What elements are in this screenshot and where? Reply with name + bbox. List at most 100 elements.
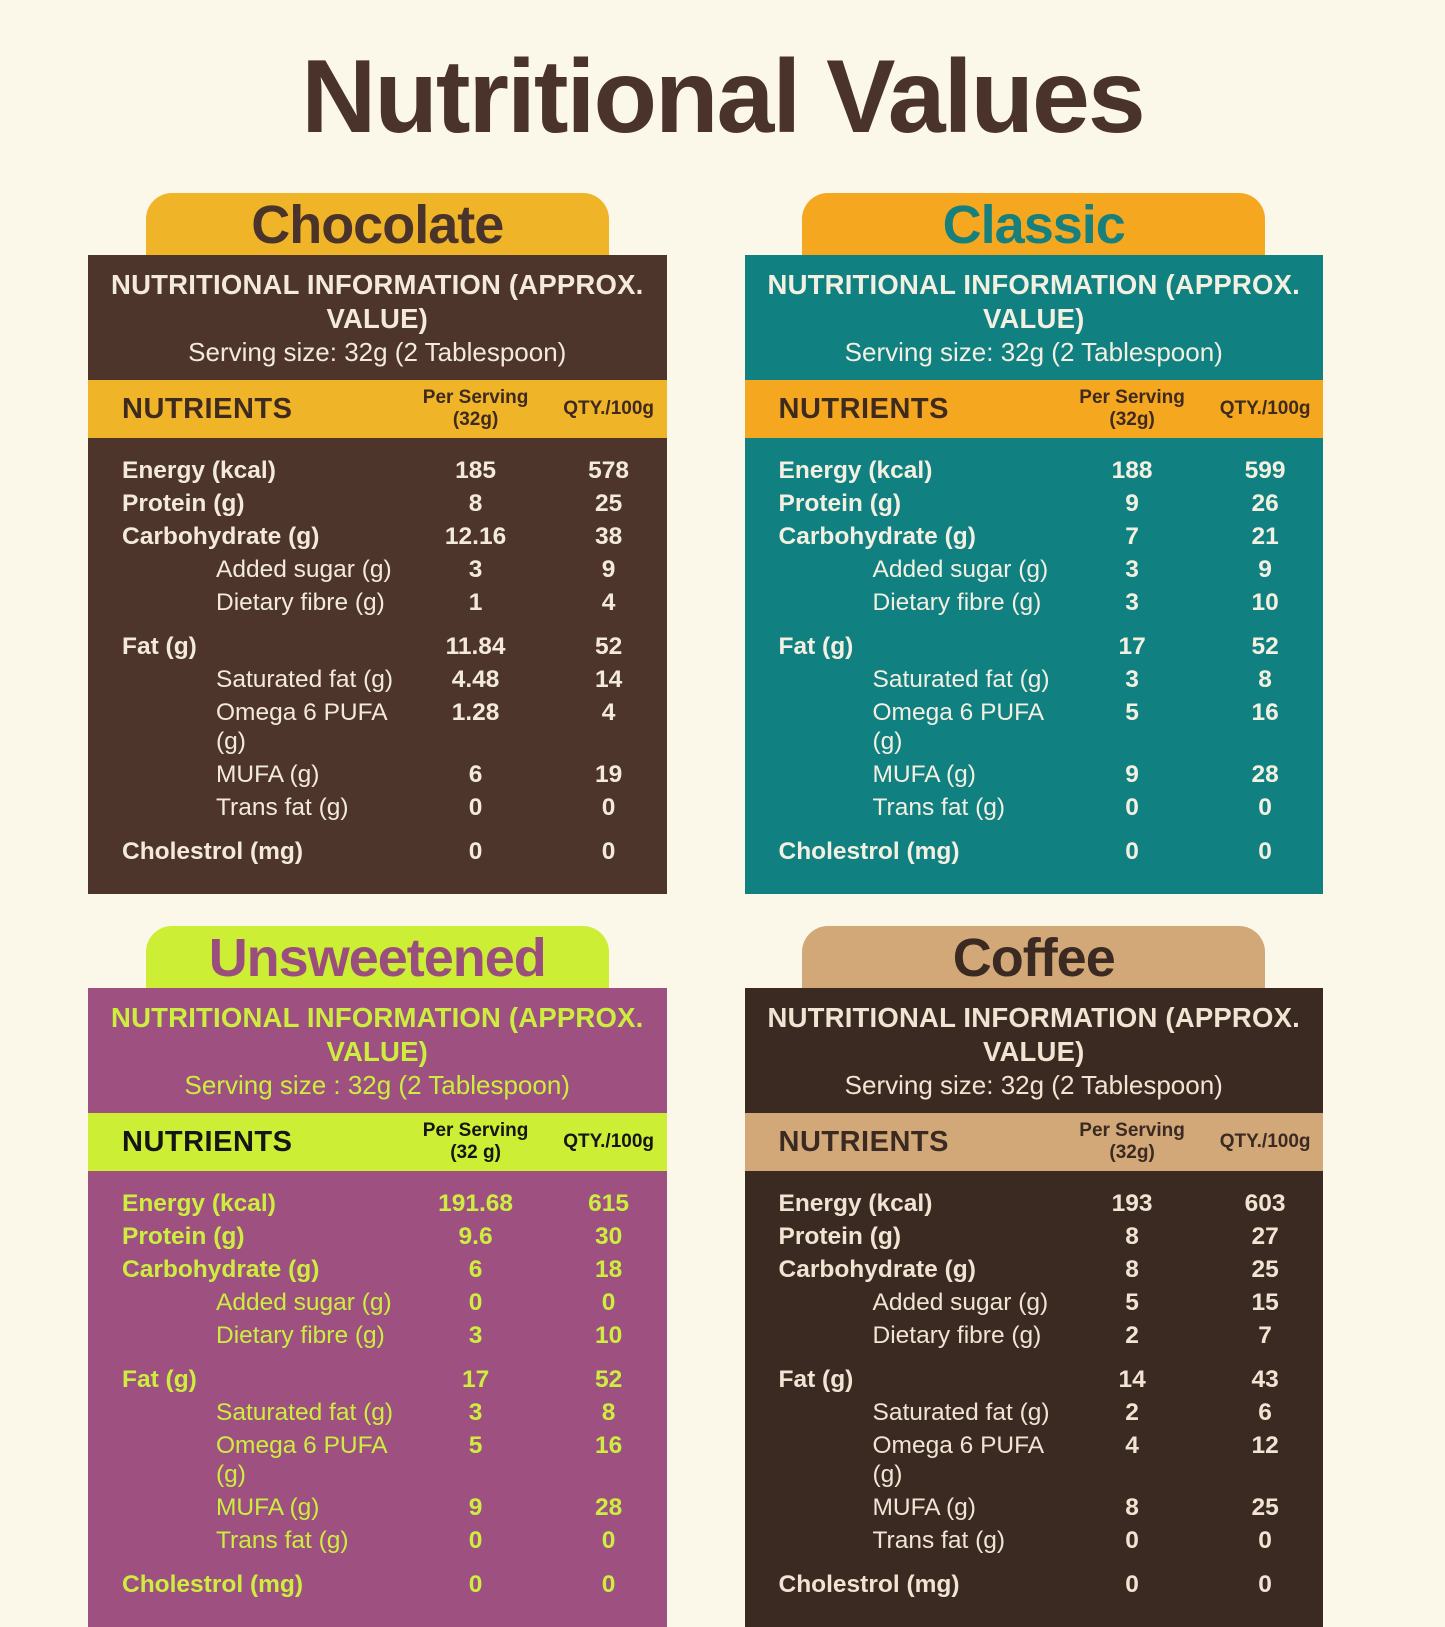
value-per-serving: 9 [1125,490,1139,517]
col-header-per-serving: Per Serving (32 g) [400,1120,550,1164]
nutrient-label: Carbohydrate (g) [778,523,976,550]
value-per-100g: 0 [601,1289,616,1316]
nutrient-label: Energy (kcal) [122,1190,276,1217]
col-header-per-serving: Per Serving (32g) [400,387,550,431]
flavor-name: Unsweetened [208,928,547,988]
table-row: Omega 6 PUFA (g) 1.28 4 [88,698,667,756]
value-per-serving: 3 [1125,589,1139,616]
value-per-100g: 0 [601,838,616,865]
col-header-per-serving: Per Serving (32g) [1057,1120,1207,1164]
table-row: Cholestrol (mg) 0 0 [88,837,667,866]
table-row: Protein (g) 9 26 [745,489,1324,518]
flavor-name: Chocolate [251,195,504,255]
col-header-qty-100g: QTY./100g [563,1131,655,1152]
col-header-per-serving: Per Serving (32g) [1057,387,1207,431]
value-per-serving: 2 [1125,1399,1139,1426]
value-per-100g: 6 [1258,1399,1272,1426]
value-per-serving: 4.48 [451,666,500,693]
page-title: Nutritional Values [301,39,1145,155]
value-per-serving: 9 [468,1494,483,1521]
table-row: Omega 6 PUFA (g) 5 16 [745,698,1324,756]
table-row: Energy (kcal) 188 599 [745,456,1324,485]
table-row: Trans fat (g) 0 0 [745,1526,1324,1555]
info-band: NUTRITIONAL INFORMATION (APPROX. VALUE) … [88,988,667,1113]
value-per-100g: 0 [601,1571,616,1598]
value-per-100g: 10 [1251,589,1279,616]
nutrient-label: Protein (g) [778,490,902,517]
nutrient-label: Trans fat (g) [872,794,1006,821]
value-per-serving: 8 [1125,1256,1139,1283]
value-per-100g: 26 [1251,490,1279,517]
nutrient-label: Energy (kcal) [778,1190,933,1217]
table-body: Energy (kcal) 185 578 Protein (g) 8 25 Carbohy… [88,438,667,894]
nutrient-label: MUFA (g) [872,761,976,788]
value-per-100g: 4 [601,699,616,726]
table-row: MUFA (g) 9 28 [745,760,1324,789]
value-per-serving: 185 [455,457,497,484]
nutrient-label: Carbohydrate (g) [122,1256,320,1283]
nutrient-label: Fat (g) [122,633,197,660]
info-band: NUTRITIONAL INFORMATION (APPROX. VALUE) … [744,255,1323,380]
value-per-serving: 8 [1125,1494,1139,1521]
nutrient-label: Omega 6 PUFA (g) [872,1432,1043,1488]
table-row: Energy (kcal) 193 603 [745,1189,1324,1218]
table-row: Saturated fat (g) 4.48 14 [88,665,667,694]
value-per-serving: 11.84 [445,633,506,660]
value-per-serving: 3 [468,1399,483,1426]
value-per-serving: 4 [1125,1432,1139,1459]
card-chocolate: Chocolate NUTRITIONAL INFORMATION (APPRO… [88,193,667,894]
value-per-serving: 8 [468,490,483,517]
table-row: Fat (g) 17 52 [745,632,1324,661]
value-per-serving: 5 [1125,699,1139,726]
info-band: NUTRITIONAL INFORMATION (APPROX. VALUE) … [744,988,1323,1113]
card-unsweetened: Unsweetened NUTRITIONAL INFORMATION (APP… [88,926,667,1627]
nutrition-table-chocolate: NUTRITIONAL INFORMATION (APPROX. VALUE) … [88,255,667,894]
nutrition-table-classic: NUTRITIONAL INFORMATION (APPROX. VALUE) … [744,255,1324,894]
table-row: Energy (kcal) 185 578 [88,456,667,485]
nutrient-label: Carbohydrate (g) [122,523,320,550]
nutrient-label: Dietary fibre (g) [216,1322,385,1349]
value-per-serving: 1.28 [451,699,500,726]
table-row: Trans fat (g) 0 0 [88,793,667,822]
nutrient-label: Added sugar (g) [216,1289,392,1316]
value-per-100g: 43 [1251,1366,1279,1393]
nutrient-label: Cholestrol (mg) [778,1571,960,1598]
value-per-100g: 14 [594,666,623,693]
nutrient-label: Protein (g) [122,1223,245,1250]
serving-size: Serving size: 32g (2 Tablespoon) [188,337,567,367]
nutrient-label: Saturated fat (g) [216,1399,394,1426]
nutrient-label: Energy (kcal) [778,457,933,484]
serving-size: Serving size: 32g (2 Tablespoon) [844,1070,1223,1100]
value-per-serving: 193 [1111,1190,1153,1217]
nutrient-label: Fat (g) [778,633,854,660]
per-serving-line2: (32g) [452,409,499,430]
table-row: Trans fat (g) 0 0 [745,793,1324,822]
value-per-100g: 15 [1251,1289,1279,1316]
nutrient-label: Omega 6 PUFA (g) [216,1432,387,1488]
value-per-serving: 6 [468,761,483,788]
table-row: Protein (g) 8 27 [745,1222,1324,1251]
table-row: Carbohydrate (g) 8 25 [745,1255,1324,1284]
value-per-100g: 578 [588,457,630,484]
value-per-100g: 25 [594,490,623,517]
value-per-100g: 10 [594,1322,623,1349]
value-per-serving: 0 [468,1527,483,1554]
value-per-100g: 38 [594,523,623,550]
value-per-100g: 12 [1251,1432,1279,1459]
info-title: NUTRITIONAL INFORMATION (APPROX. VALUE) [111,1002,644,1067]
value-per-100g: 7 [1258,1322,1272,1349]
col-header-qty-100g: QTY./100g [1219,398,1311,419]
nutrient-label: Cholestrol (mg) [778,838,960,865]
col-header-nutrients: NUTRIENTS [122,1125,293,1158]
nutrient-label: Omega 6 PUFA (g) [216,699,387,755]
value-per-serving: 0 [468,1571,483,1598]
value-per-serving: 0 [1125,1527,1139,1554]
per-serving-line2: (32g) [1109,1142,1155,1163]
table-row: MUFA (g) 8 25 [745,1493,1324,1522]
table-row: Dietary fibre (g) 1 4 [88,588,667,617]
table-row: Protein (g) 8 25 [88,489,667,518]
value-per-serving: 3 [468,1322,483,1349]
value-per-serving: 0 [468,794,483,821]
col-header-qty-100g: QTY./100g [563,398,655,419]
per-serving-line1: Per Serving [1079,1120,1185,1141]
